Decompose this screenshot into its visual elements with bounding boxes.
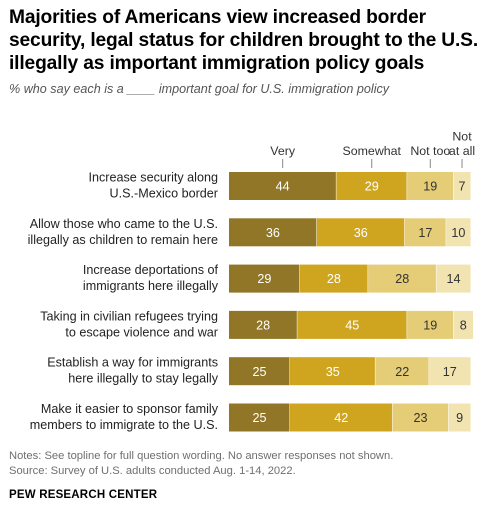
source-org: PEW RESEARCH CENTER (9, 489, 158, 501)
bar-segment (404, 218, 447, 247)
bar-segment (297, 310, 408, 339)
data-label: 29 (365, 180, 379, 194)
data-label: 36 (354, 226, 368, 240)
data-label: 10 (451, 226, 465, 240)
bar-segment (316, 218, 405, 247)
category-label: Establish a way for immigrants (47, 356, 218, 370)
category-label: Taking in civilian refugees trying (40, 309, 218, 323)
bar-segment (229, 310, 298, 339)
bar-segment (229, 357, 290, 386)
chart-title: Majorities of Americans view increased b… (9, 7, 479, 74)
bar-segment (299, 264, 369, 293)
bar-segment (429, 357, 471, 386)
notes-line: Notes: See topline for full question wor… (9, 450, 394, 462)
data-label: 22 (395, 365, 409, 379)
bar-segment (375, 357, 430, 386)
bar-segment (407, 310, 454, 339)
data-label: 29 (257, 272, 271, 286)
data-label: 42 (334, 411, 348, 425)
bar-segment (229, 218, 317, 247)
category-label: immigrants here illegally (83, 279, 219, 293)
legend-label: Not too (410, 144, 450, 158)
category-label: illegally as children to remain here (28, 233, 218, 247)
bar-segment (448, 403, 471, 432)
category-label: to escape violence and war (65, 325, 218, 339)
bar-segment (229, 172, 337, 200)
category-label: Increase security along (88, 171, 218, 185)
chart-notes: Notes: See topline for full question wor… (9, 449, 393, 479)
category-label: here illegally to stay legally (68, 372, 219, 386)
bar-segment (453, 172, 471, 200)
bar-segment (229, 264, 300, 293)
bar-segment (290, 403, 393, 432)
data-label: 28 (256, 319, 270, 333)
data-label: 25 (252, 411, 266, 425)
bar-segment (290, 357, 376, 386)
data-label: 17 (418, 226, 432, 240)
legend-label: Somewhat (342, 144, 401, 158)
bar-segment (368, 264, 437, 293)
bar-segment (407, 172, 454, 200)
source-line: Source: Survey of U.S. adults conducted … (9, 465, 296, 477)
data-label: 28 (327, 272, 341, 286)
legend-label: Very (270, 144, 296, 158)
data-label: 14 (446, 272, 460, 286)
chart-subtitle: % who say each is a ____ important goal … (9, 82, 390, 96)
bar-segment (453, 310, 473, 339)
data-label: 36 (266, 226, 280, 240)
bar-segment (436, 264, 471, 293)
bar-segment (392, 403, 449, 432)
data-label: 19 (423, 180, 437, 194)
data-label: 45 (345, 319, 359, 333)
bar-segment (446, 218, 471, 247)
data-label: 7 (459, 180, 466, 194)
data-label: 9 (456, 411, 463, 425)
legend-label: at all (449, 144, 475, 158)
category-label: Make it easier to sponsor family (41, 402, 219, 416)
category-label: U.S.-Mexico border (110, 187, 218, 201)
category-label: members to immigrate to the U.S. (30, 418, 218, 432)
data-label: 8 (460, 319, 467, 333)
bar-segment (336, 172, 408, 200)
data-label: 23 (414, 411, 428, 425)
bar-segment (229, 403, 290, 432)
data-label: 28 (395, 272, 409, 286)
legend-label: Not (452, 130, 472, 144)
data-label: 25 (252, 365, 266, 379)
data-label: 35 (326, 365, 340, 379)
data-label: 19 (423, 319, 437, 333)
category-label: Allow those who came to the U.S. (30, 217, 218, 231)
data-label: 17 (443, 365, 457, 379)
category-label: Increase deportations of (83, 263, 219, 277)
data-label: 44 (276, 180, 290, 194)
